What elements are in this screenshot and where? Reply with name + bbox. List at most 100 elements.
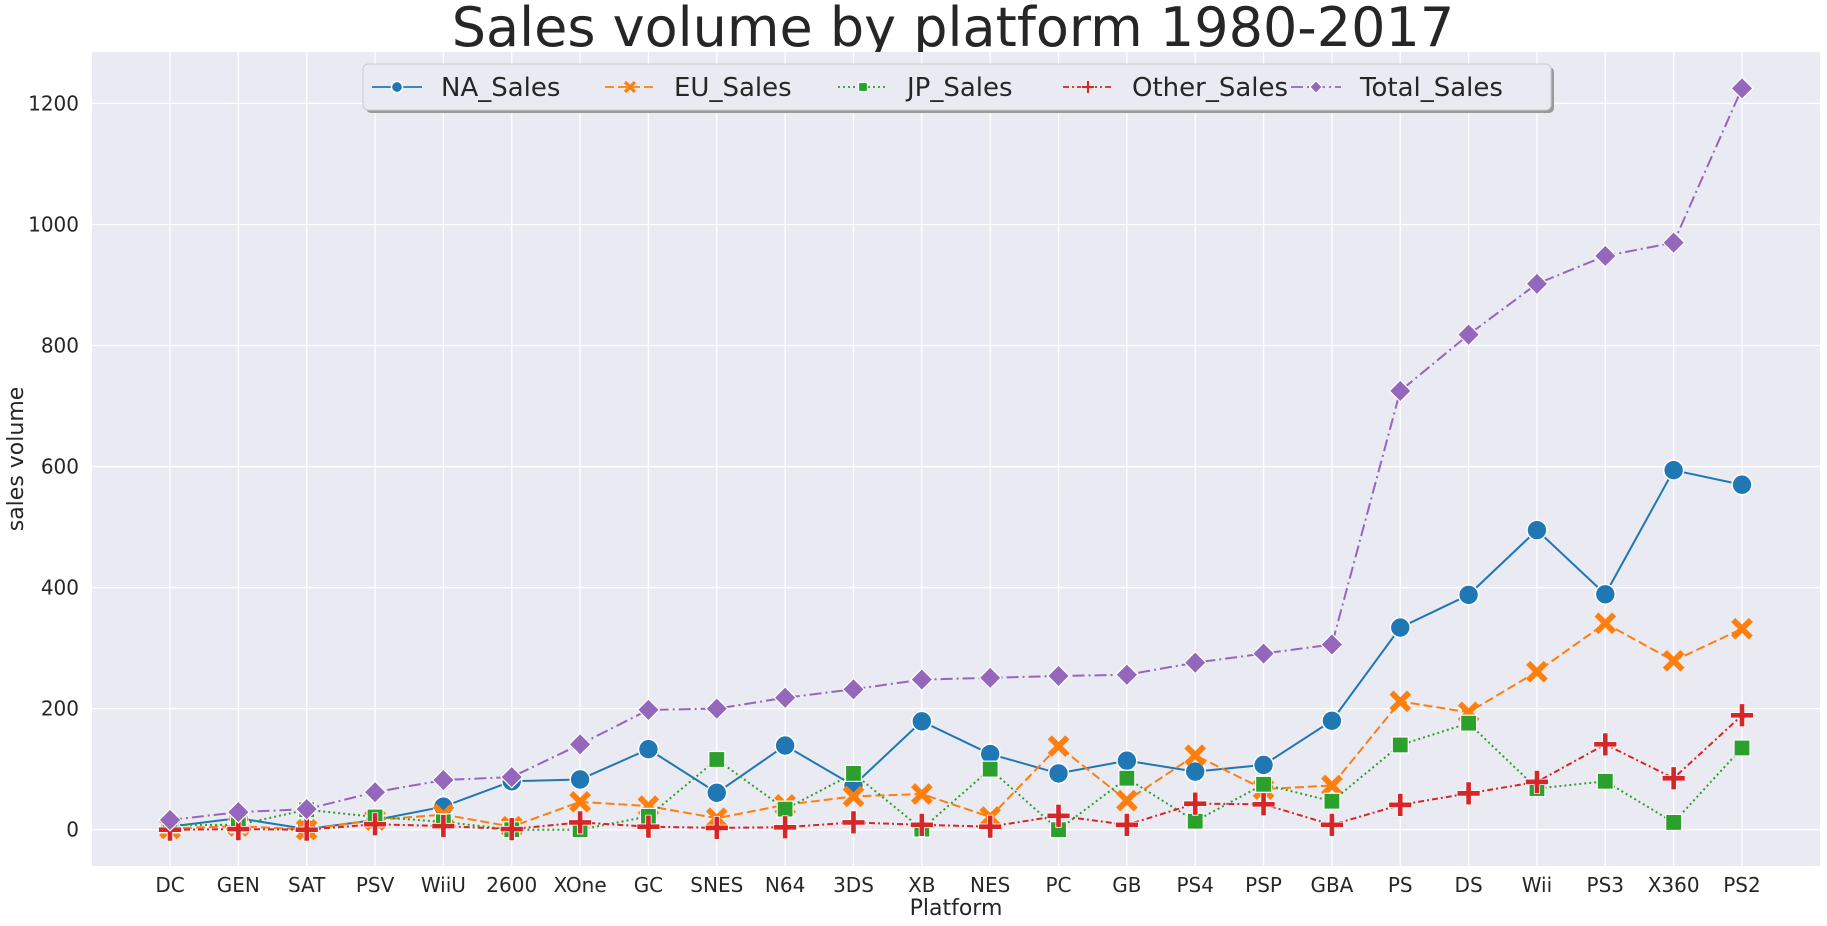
data-point [1526, 660, 1548, 683]
data-point [1389, 616, 1411, 639]
legend-marker [1309, 80, 1323, 94]
data-point [363, 780, 387, 804]
data-point [704, 815, 729, 840]
data-point [1525, 769, 1549, 794]
y-axis-title: sales volume [4, 387, 29, 532]
series-layer [158, 76, 1754, 842]
data-point [1661, 230, 1686, 255]
data-point [981, 760, 999, 778]
data-point [1662, 459, 1685, 481]
data-point [1321, 710, 1343, 732]
data-point [841, 810, 866, 835]
data-point [363, 812, 387, 837]
series-line [169, 622, 1743, 831]
data-point [1319, 812, 1344, 837]
data-point [1389, 690, 1412, 713]
x-tick-label: XB [908, 873, 935, 897]
data-point [1186, 812, 1204, 830]
data-point [1114, 812, 1139, 837]
data-point [1183, 650, 1207, 675]
data-point [1456, 781, 1481, 806]
data-point [1525, 272, 1549, 296]
data-point [1320, 632, 1344, 657]
data-point [1526, 519, 1548, 541]
data-point [1730, 703, 1754, 728]
data-point [1460, 714, 1478, 732]
data-point [499, 817, 524, 842]
data-point [1254, 775, 1273, 793]
x-tick-label: 3DS [833, 873, 874, 897]
data-point [158, 808, 182, 832]
x-tick-label: GB [1112, 873, 1141, 897]
legend-label: Total_Sales [1359, 73, 1503, 103]
data-point [431, 768, 456, 792]
data-point [773, 815, 798, 840]
y-tick-label: 800 [41, 334, 79, 358]
data-point [1321, 774, 1343, 797]
x-tick-label: DS [1455, 873, 1483, 897]
x-tick-label: X360 [1648, 873, 1700, 897]
data-point [1046, 664, 1071, 688]
data-point [1184, 760, 1206, 783]
legend-marker [623, 80, 637, 94]
x-tick-label: PS4 [1176, 873, 1213, 897]
series-total-sales [158, 76, 1754, 832]
data-point [841, 677, 866, 702]
data-point [431, 814, 456, 838]
data-point [1116, 750, 1138, 772]
legend-label: Other_Sales [1132, 73, 1288, 103]
x-tick-label: SAT [288, 873, 326, 897]
data-point [1596, 772, 1614, 790]
x-axis-title: Platform [910, 896, 1003, 921]
data-point [978, 666, 1002, 690]
x-tick-label: PS [1388, 873, 1413, 897]
legend-marker [857, 81, 869, 93]
x-tick-label: 2600 [486, 873, 537, 897]
data-point [568, 732, 592, 757]
series-line [169, 87, 1743, 821]
data-point [773, 686, 797, 710]
data-point [1046, 803, 1071, 828]
data-point [1388, 792, 1413, 817]
x-tick-label: PC [1046, 873, 1072, 897]
legend-entry: Other_Sales [1063, 73, 1288, 103]
legend-label: NA_Sales [441, 73, 560, 103]
x-tick-label: PSP [1245, 873, 1282, 897]
data-point [1661, 766, 1686, 791]
data-point [1731, 617, 1753, 640]
data-point [226, 800, 251, 824]
data-point [568, 810, 593, 835]
data-point [1047, 735, 1070, 758]
data-point [844, 764, 863, 783]
data-point [1457, 584, 1480, 606]
x-tick-label: PSV [356, 873, 395, 897]
data-point [909, 812, 934, 837]
legend-marker [1081, 80, 1095, 94]
data-point [500, 765, 524, 789]
data-point [1593, 244, 1618, 268]
data-point [1388, 379, 1412, 403]
legend-marker [390, 80, 404, 94]
data-point [705, 696, 729, 721]
data-point [708, 750, 726, 769]
data-point [1594, 612, 1617, 635]
data-point [226, 817, 251, 842]
x-tick-label: XOne [554, 873, 607, 897]
x-tick-label: GC [634, 873, 663, 897]
data-point [1183, 791, 1208, 816]
legend-label: JP_Sales [905, 73, 1013, 103]
x-tick-label: GEN [217, 873, 260, 897]
legend-box [362, 63, 1552, 111]
data-point [774, 734, 796, 757]
x-tick-label: N64 [765, 873, 805, 897]
data-point [1115, 663, 1139, 687]
data-point [1456, 322, 1481, 347]
x-tick-label: SNES [690, 873, 743, 897]
data-point [1252, 754, 1275, 776]
data-point [294, 797, 319, 821]
legend-entry: JP_Sales [838, 73, 1013, 103]
data-point [1594, 583, 1616, 605]
legend-entry: Total_Sales [1291, 73, 1503, 103]
legend-label: EU_Sales [674, 73, 792, 103]
